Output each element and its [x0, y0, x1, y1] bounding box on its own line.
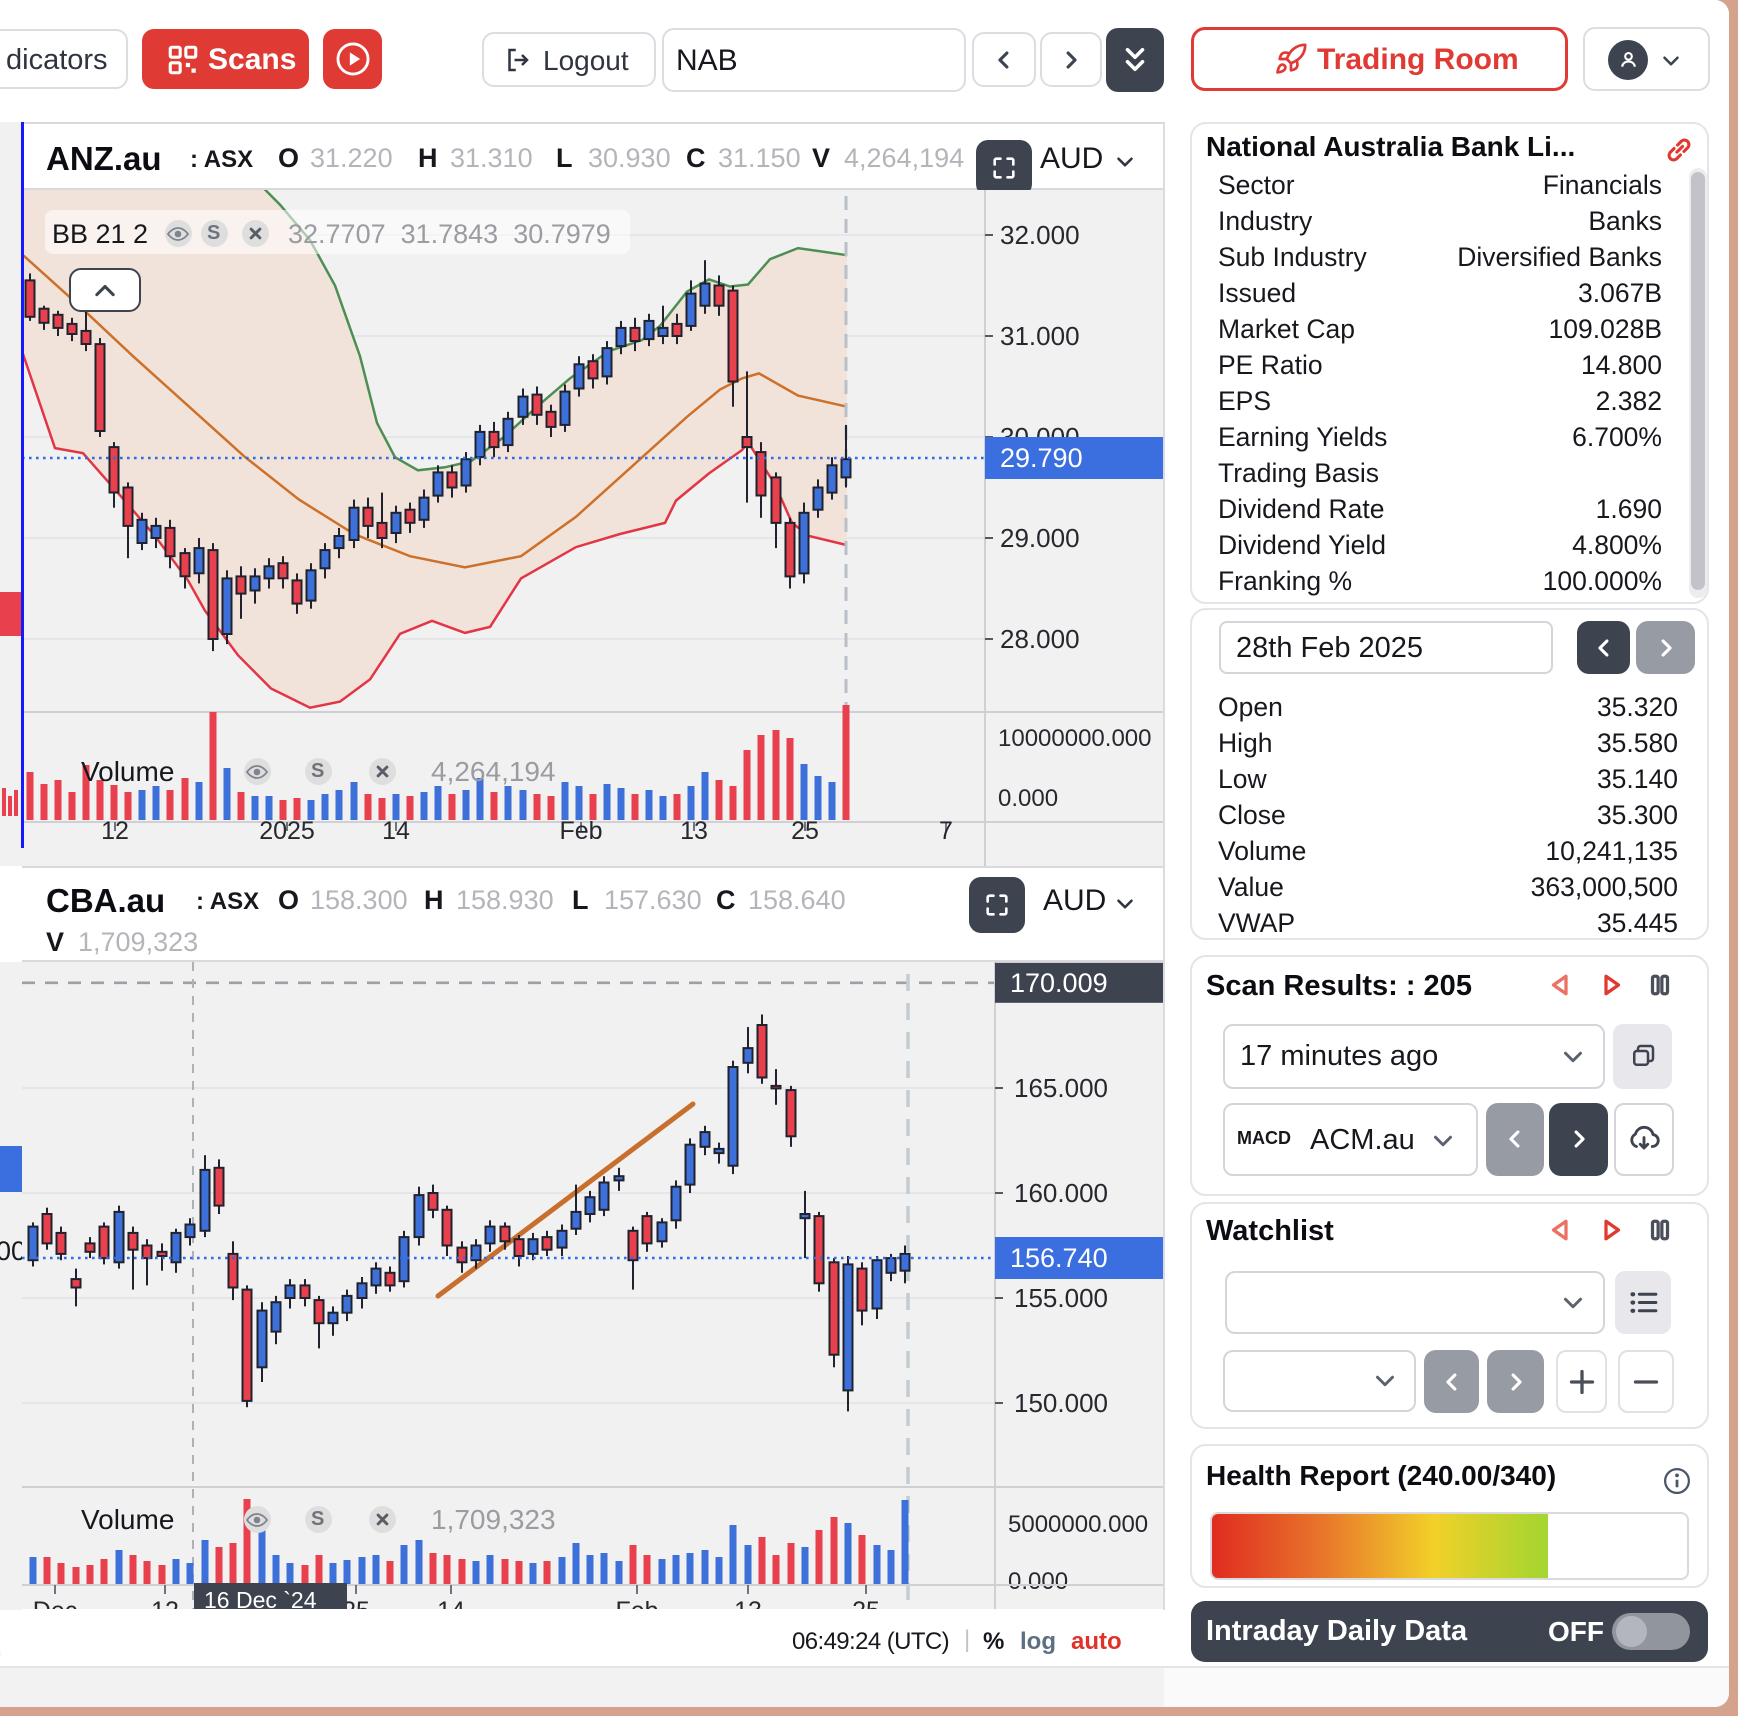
- svg-text:29.790: 29.790: [1000, 443, 1083, 473]
- svg-text:160.000: 160.000: [1014, 1178, 1108, 1208]
- svg-text:7: 7: [939, 817, 953, 845]
- svg-text:25: 25: [791, 817, 819, 845]
- svg-text:32.000: 32.000: [1000, 220, 1080, 250]
- svg-text:Feb: Feb: [615, 1597, 658, 1609]
- svg-text:29.000: 29.000: [1000, 523, 1080, 553]
- svg-text:0.000: 0.000: [998, 785, 1058, 812]
- svg-text:13: 13: [734, 1597, 762, 1609]
- svg-text:31.000: 31.000: [1000, 321, 1080, 351]
- svg-text:12: 12: [101, 817, 129, 845]
- svg-text:155.000: 155.000: [1014, 1283, 1108, 1313]
- svg-text:14: 14: [437, 1597, 465, 1609]
- svg-text:14: 14: [382, 817, 410, 845]
- svg-text:13: 13: [680, 817, 708, 845]
- svg-text:16 Dec `24: 16 Dec `24: [204, 1587, 317, 1609]
- svg-text:12: 12: [151, 1597, 179, 1609]
- svg-text:25: 25: [342, 1597, 370, 1609]
- svg-text:150.000: 150.000: [1014, 1388, 1108, 1418]
- svg-text:10000000.000: 10000000.000: [998, 725, 1152, 752]
- svg-text:Feb: Feb: [559, 817, 602, 845]
- svg-text:165.000: 165.000: [1014, 1073, 1108, 1103]
- svg-text:0.000: 0.000: [1008, 1568, 1068, 1595]
- svg-text:156.740: 156.740: [1010, 1243, 1108, 1273]
- svg-text:5000000.000: 5000000.000: [1008, 1511, 1148, 1538]
- svg-text:Dec: Dec: [33, 1597, 77, 1609]
- svg-text:170.009: 170.009: [1010, 968, 1108, 998]
- svg-text:28.000: 28.000: [1000, 624, 1080, 654]
- svg-text:25: 25: [852, 1597, 880, 1609]
- svg-text:2025: 2025: [259, 817, 315, 845]
